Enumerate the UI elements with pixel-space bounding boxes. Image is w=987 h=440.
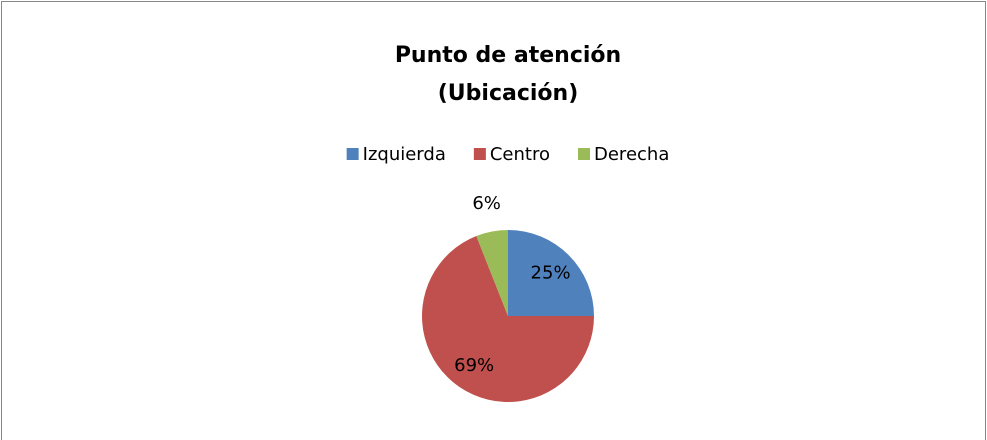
data-label: 69% <box>454 355 494 376</box>
data-label: 6% <box>472 193 501 214</box>
legend-label: Izquierda <box>363 144 446 165</box>
legend-swatch <box>578 148 590 160</box>
legend-label: Centro <box>490 144 550 165</box>
legend-label: Derecha <box>594 144 669 165</box>
pie-slice <box>508 230 594 316</box>
chart-subtitle: (Ubicación) <box>438 81 579 106</box>
pie-slice <box>476 230 508 316</box>
pie-slice <box>422 236 594 402</box>
chart-title: Punto de atención <box>395 43 621 68</box>
legend-swatch <box>346 148 359 160</box>
data-label: 25% <box>531 262 571 283</box>
legend-swatch <box>473 148 486 160</box>
